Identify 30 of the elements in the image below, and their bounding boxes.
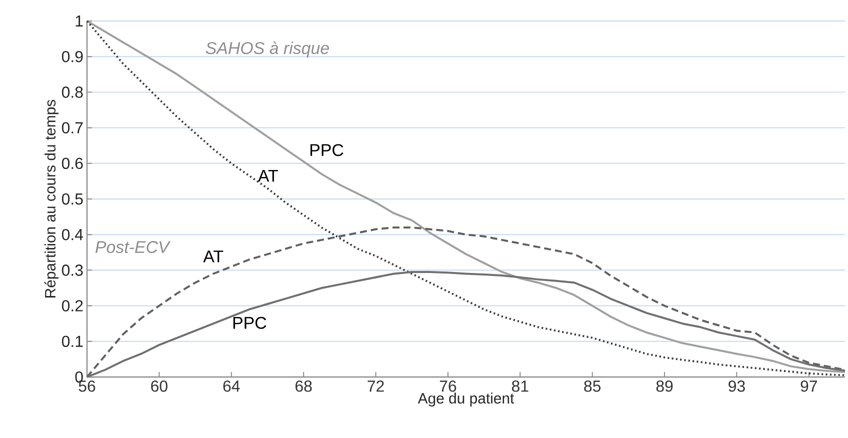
y-tick-label: 0.4 (62, 228, 84, 240)
y-tick-label: 0.6 (62, 158, 83, 170)
annotation: SAHOS à risque (206, 41, 329, 58)
y-tick-label: 1 (76, 16, 83, 26)
y-axis-title: Répartition au cours du temps (44, 100, 58, 298)
x-tick-label: 97 (800, 380, 817, 392)
y-tick-label: 0.8 (62, 86, 83, 98)
y-tick-label: 0 (75, 371, 83, 383)
series-label: PPC (233, 316, 266, 329)
y-tick-label: 0.2 (62, 300, 83, 312)
y-tick-label: 0.9 (62, 50, 83, 62)
x-tick-label: 76 (440, 380, 456, 392)
y-tick-label: 0.1 (62, 336, 83, 348)
series-label: AT (203, 250, 224, 262)
x-axis-title: Age du patient (418, 392, 514, 407)
y-tick-label: 0.7 (62, 122, 83, 134)
x-tick-label: 64 (223, 380, 240, 392)
x-tick-label: 93 (728, 380, 745, 392)
x-tick-label: 72 (368, 380, 384, 392)
x-tick-label: 85 (584, 380, 601, 392)
series-label: PPC (310, 144, 344, 156)
x-tick-label: 60 (151, 380, 168, 392)
series-label: AT (258, 170, 278, 182)
x-tick-label: 89 (656, 380, 673, 392)
x-tick-label: 68 (296, 380, 312, 392)
annotation: Post-ECV (95, 241, 171, 254)
y-tick-label: 0.5 (62, 193, 83, 205)
x-tick-label: 56 (78, 380, 96, 392)
x-tick-label: 81 (512, 380, 528, 392)
y-tick-label: 0.3 (62, 264, 83, 276)
